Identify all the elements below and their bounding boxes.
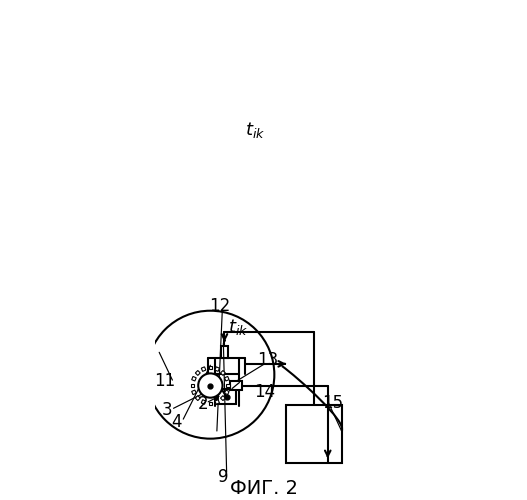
Text: 2: 2 <box>198 395 208 413</box>
Text: 14: 14 <box>254 383 275 401</box>
Bar <box>201 400 206 404</box>
Circle shape <box>147 310 275 438</box>
Bar <box>225 376 229 381</box>
Text: ФИГ. 2: ФИГ. 2 <box>229 479 298 498</box>
Bar <box>225 390 229 394</box>
Text: $t_{ik}$: $t_{ik}$ <box>245 120 265 140</box>
Bar <box>221 346 228 358</box>
Bar <box>220 396 226 400</box>
Bar <box>230 381 241 390</box>
Bar <box>209 402 212 405</box>
Bar <box>209 366 212 370</box>
Text: 11: 11 <box>154 372 175 390</box>
Bar <box>215 400 219 404</box>
Bar <box>191 384 194 388</box>
Bar <box>215 367 219 372</box>
Bar <box>201 367 206 372</box>
Bar <box>192 376 196 381</box>
Text: 15: 15 <box>323 394 344 412</box>
Bar <box>227 384 230 388</box>
Text: 4: 4 <box>171 414 182 432</box>
Bar <box>286 405 341 462</box>
Bar <box>220 370 226 376</box>
Text: 12: 12 <box>210 298 231 316</box>
Circle shape <box>198 374 222 398</box>
Text: 3: 3 <box>162 402 172 419</box>
Bar <box>192 390 196 394</box>
Bar <box>196 370 200 376</box>
Text: 13: 13 <box>257 350 278 368</box>
Bar <box>217 389 237 404</box>
Text: $t_{ik}$: $t_{ik}$ <box>228 317 249 337</box>
Bar <box>196 396 200 400</box>
Text: 9: 9 <box>218 468 229 485</box>
